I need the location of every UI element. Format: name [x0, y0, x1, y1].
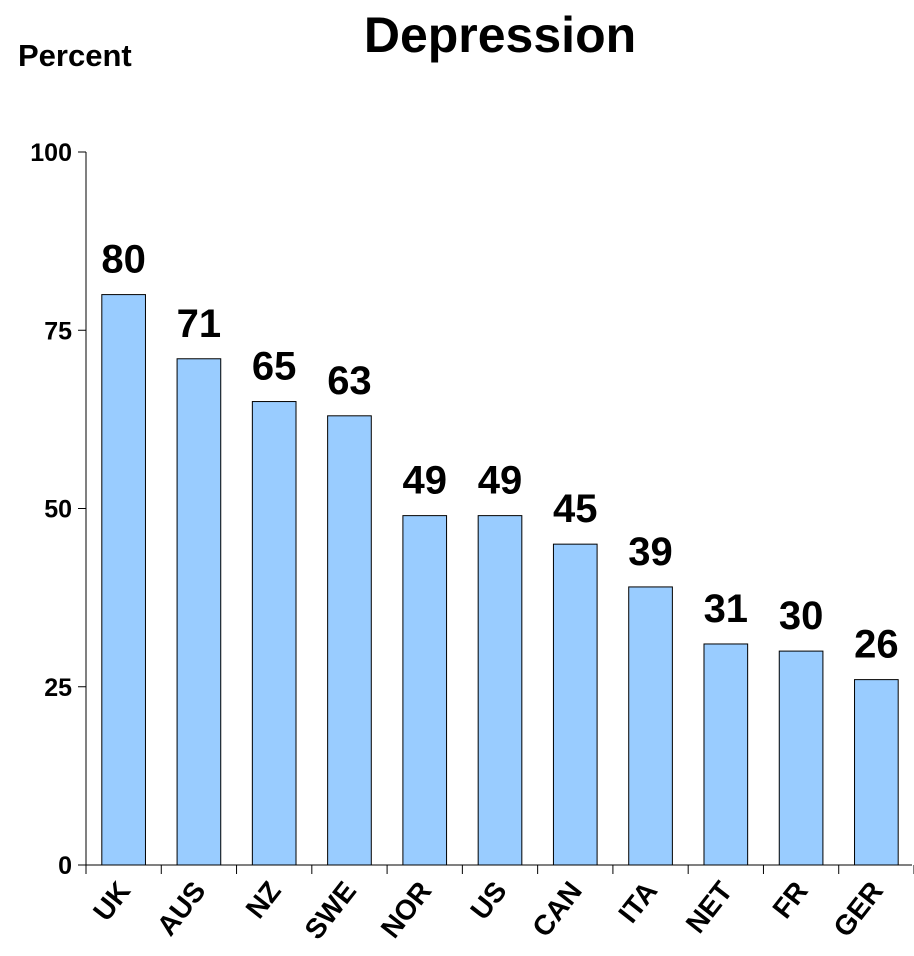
data-label-swe: 63	[327, 359, 372, 403]
bar-swe	[327, 415, 372, 866]
bar-ger	[854, 679, 899, 866]
chart-title: Depression	[363, 7, 637, 63]
data-label-nor: 49	[402, 459, 447, 503]
x-tick-label-can: CAN	[526, 876, 588, 943]
data-label-us: 49	[478, 459, 523, 503]
data-label-ita: 39	[628, 530, 673, 574]
bar-uk	[101, 294, 146, 866]
y-tick-label-50: 50	[44, 496, 72, 524]
x-tick-label-nor: NOR	[375, 876, 438, 944]
bar-us	[477, 515, 523, 866]
x-tick-label-ger: GER	[827, 876, 889, 943]
bar-nor	[402, 515, 448, 866]
y-axis-label: Percent	[18, 38, 132, 73]
x-tick-label-fr: FR	[766, 876, 813, 925]
bar-ita	[628, 586, 673, 866]
y-tick-label-0: 0	[58, 852, 72, 880]
data-label-ger: 26	[854, 623, 899, 667]
x-tick-label-swe: SWE	[298, 876, 362, 945]
bar-can	[552, 543, 598, 866]
y-tick-label-75: 75	[44, 317, 72, 345]
data-label-fr: 30	[779, 594, 824, 638]
data-label-nz: 65	[252, 345, 297, 389]
bar-aus	[176, 358, 222, 866]
x-tick-label-aus: AUS	[151, 876, 212, 942]
bar-nz	[251, 401, 297, 866]
data-label-aus: 71	[177, 302, 222, 346]
y-tick-label-100: 100	[30, 139, 72, 167]
bar-fr	[778, 650, 824, 866]
x-tick-label-nz: NZ	[239, 876, 286, 925]
data-label-net: 31	[704, 587, 749, 631]
x-tick-label-net: NET	[680, 876, 739, 939]
bar-net	[703, 643, 749, 866]
x-tick-label-ita: ITA	[612, 876, 663, 929]
y-tick-label-25: 25	[44, 674, 72, 702]
data-label-uk: 80	[101, 238, 146, 282]
x-tick-label-us: US	[464, 876, 512, 926]
x-tick-label-uk: UK	[87, 876, 136, 927]
data-label-can: 45	[553, 487, 598, 531]
